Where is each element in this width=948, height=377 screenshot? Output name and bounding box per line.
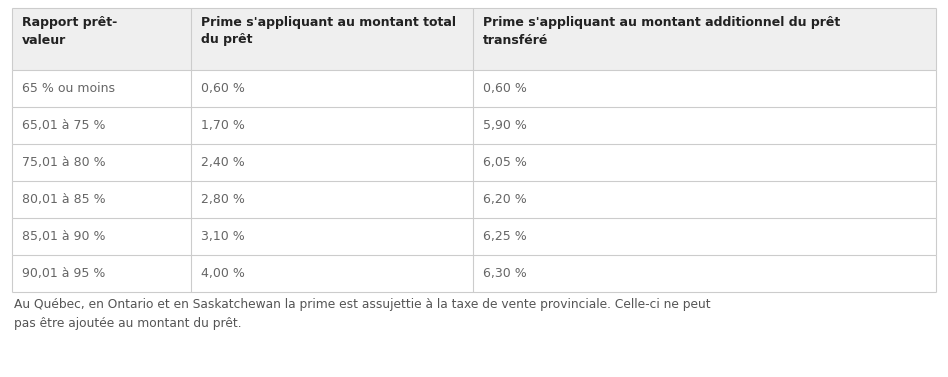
Text: 90,01 à 95 %: 90,01 à 95 % — [22, 267, 105, 280]
Bar — [12, 107, 936, 144]
Text: Au Québec, en Ontario et en Saskatchewan la prime est assujettie à la taxe de ve: Au Québec, en Ontario et en Saskatchewan… — [14, 298, 711, 331]
Text: Prime s'appliquant au montant additionnel du prêt
transféré: Prime s'appliquant au montant additionne… — [483, 16, 840, 46]
Text: 85,01 à 90 %: 85,01 à 90 % — [22, 230, 105, 243]
Text: 1,70 %: 1,70 % — [201, 119, 246, 132]
Text: Rapport prêt-
valeur: Rapport prêt- valeur — [22, 16, 118, 46]
Text: 5,90 %: 5,90 % — [483, 119, 527, 132]
Text: 6,05 %: 6,05 % — [483, 156, 527, 169]
Bar — [12, 255, 936, 292]
Text: 3,10 %: 3,10 % — [201, 230, 245, 243]
Bar — [12, 70, 936, 107]
Text: 75,01 à 80 %: 75,01 à 80 % — [22, 156, 105, 169]
Text: 65 % ou moins: 65 % ou moins — [22, 82, 115, 95]
Text: 6,25 %: 6,25 % — [483, 230, 527, 243]
Bar — [12, 218, 936, 255]
Bar — [12, 144, 936, 181]
Text: 6,20 %: 6,20 % — [483, 193, 527, 206]
Bar — [12, 181, 936, 218]
Text: 2,80 %: 2,80 % — [201, 193, 246, 206]
Text: 0,60 %: 0,60 % — [483, 82, 527, 95]
Text: Prime s'appliquant au montant total
du prêt: Prime s'appliquant au montant total du p… — [201, 16, 456, 46]
Text: 2,40 %: 2,40 % — [201, 156, 245, 169]
Text: 4,00 %: 4,00 % — [201, 267, 246, 280]
Text: 0,60 %: 0,60 % — [201, 82, 246, 95]
Text: 65,01 à 75 %: 65,01 à 75 % — [22, 119, 105, 132]
Text: 6,30 %: 6,30 % — [483, 267, 527, 280]
Text: 80,01 à 85 %: 80,01 à 85 % — [22, 193, 105, 206]
Bar — [12, 8, 936, 70]
